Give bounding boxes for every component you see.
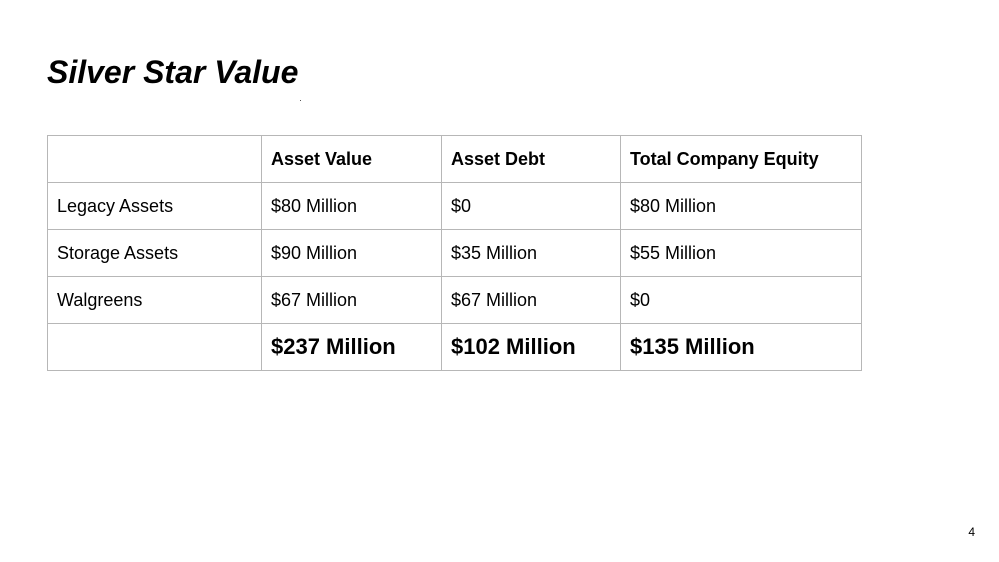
asset-debt-cell: $0 — [441, 182, 621, 230]
table-row: Walgreens $67 Million $67 Million $0 — [47, 276, 862, 324]
total-asset-value-cell: $237 Million — [261, 323, 442, 371]
total-equity-cell: $55 Million — [620, 229, 862, 277]
table-row: Legacy Assets $80 Million $0 $80 Million — [47, 182, 862, 230]
table-header-row: Asset Value Asset Debt Total Company Equ… — [47, 135, 862, 183]
total-row-label — [47, 323, 262, 371]
page-number: 4 — [968, 525, 975, 539]
total-equity-total-cell: $135 Million — [620, 323, 862, 371]
asset-debt-cell: $67 Million — [441, 276, 621, 324]
slide-title: Silver Star Value — [47, 54, 299, 90]
asset-value-cell: $80 Million — [261, 182, 442, 230]
row-label: Walgreens — [47, 276, 262, 324]
table-header-cell-asset-value: Asset Value — [261, 135, 442, 183]
table-header-cell-asset-debt: Asset Debt — [441, 135, 621, 183]
asset-value-cell: $90 Million — [261, 229, 442, 277]
asset-debt-cell: $35 Million — [441, 229, 621, 277]
table-total-row: $237 Million $102 Million $135 Million — [47, 323, 862, 371]
table-header-cell-empty — [47, 135, 262, 183]
total-equity-cell: $80 Million — [620, 182, 862, 230]
row-label: Legacy Assets — [47, 182, 262, 230]
total-equity-cell: $0 — [620, 276, 862, 324]
row-label: Storage Assets — [47, 229, 262, 277]
table-row: Storage Assets $90 Million $35 Million $… — [47, 229, 862, 277]
stray-dot — [300, 100, 301, 101]
value-table: Asset Value Asset Debt Total Company Equ… — [47, 135, 862, 371]
table-header-cell-total-equity: Total Company Equity — [620, 135, 862, 183]
total-asset-debt-cell: $102 Million — [441, 323, 621, 371]
asset-value-cell: $67 Million — [261, 276, 442, 324]
